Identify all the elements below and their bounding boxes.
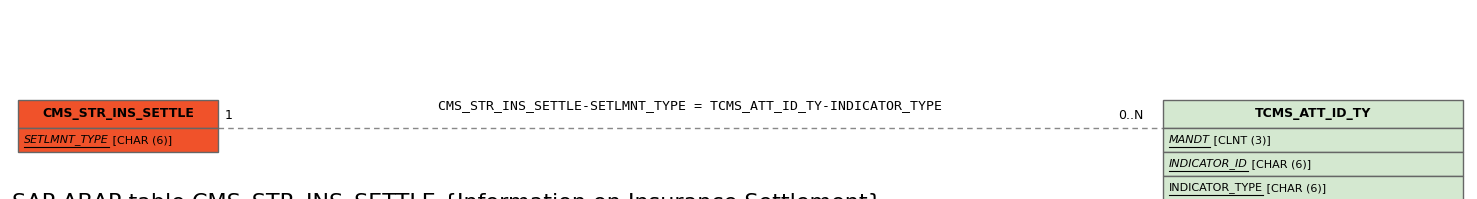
Text: MANDT: MANDT (1168, 135, 1210, 145)
Bar (18, 100, 219, 128)
Bar (18, 128, 219, 152)
Text: INDICATOR_ID: INDICATOR_ID (1168, 159, 1248, 170)
Text: 0..N: 0..N (1118, 109, 1143, 122)
Text: [CHAR (6)]: [CHAR (6)] (1248, 159, 1312, 169)
Bar (1162, 100, 1464, 128)
Text: TCMS_ATT_ID_TY: TCMS_ATT_ID_TY (1255, 107, 1371, 121)
Text: 1: 1 (225, 109, 233, 122)
Text: INDICATOR_TYPE: INDICATOR_TYPE (1168, 182, 1263, 193)
Text: CMS_STR_INS_SETTLE-SETLMNT_TYPE = TCMS_ATT_ID_TY-INDICATOR_TYPE: CMS_STR_INS_SETTLE-SETLMNT_TYPE = TCMS_A… (439, 99, 942, 112)
Bar (1162, 152, 1464, 176)
Text: [CHAR (6)]: [CHAR (6)] (109, 135, 171, 145)
Bar (1162, 176, 1464, 199)
Text: CMS_STR_INS_SETTLE: CMS_STR_INS_SETTLE (41, 107, 193, 121)
Text: SAP ABAP table CMS_STR_INS_SETTLE {Information on Insurance Settlement}: SAP ABAP table CMS_STR_INS_SETTLE {Infor… (12, 193, 882, 199)
Text: [CHAR (6)]: [CHAR (6)] (1263, 183, 1326, 193)
Text: SETLMNT_TYPE: SETLMNT_TYPE (24, 135, 109, 145)
Bar (1162, 128, 1464, 152)
Text: [CLNT (3)]: [CLNT (3)] (1210, 135, 1270, 145)
